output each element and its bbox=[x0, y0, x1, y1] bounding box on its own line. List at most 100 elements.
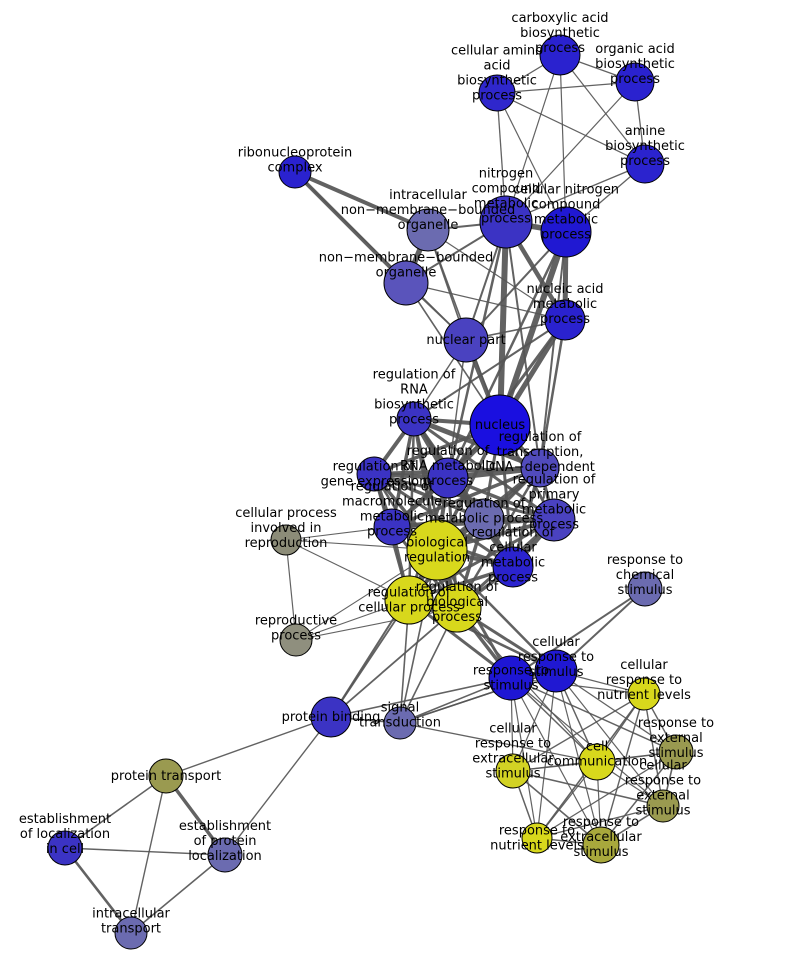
network-node[interactable] bbox=[539, 34, 581, 76]
network-edge bbox=[505, 221, 541, 469]
network-edge bbox=[330, 607, 458, 718]
network-node[interactable] bbox=[521, 822, 553, 854]
network-node-label: regulation of biological process bbox=[416, 580, 499, 625]
network-node[interactable] bbox=[47, 830, 83, 866]
network-node-label: regulation of RNA metabolic process bbox=[400, 444, 496, 489]
network-node-label: regulation of metabolic process bbox=[425, 496, 544, 526]
network-edge bbox=[496, 92, 567, 233]
network-node-label: nuclear part bbox=[426, 333, 505, 348]
network-node-label: cell communication bbox=[547, 739, 648, 769]
network-node-label: carboxylic acid biosynthetic process bbox=[511, 11, 608, 56]
network-node-label: signal transduction bbox=[359, 700, 441, 730]
network-node[interactable] bbox=[406, 519, 468, 581]
network-edge bbox=[447, 339, 467, 479]
network-node-label: protein transport bbox=[111, 769, 221, 784]
network-node[interactable] bbox=[658, 734, 694, 770]
network-node-label: nucleus bbox=[475, 418, 525, 433]
network-edge bbox=[496, 92, 646, 165]
network-node-label: reproductive process bbox=[255, 613, 337, 643]
network-node[interactable] bbox=[479, 195, 533, 249]
network-edge bbox=[405, 282, 566, 321]
network-node[interactable] bbox=[627, 571, 663, 607]
network-node-label: response to nutrient levels bbox=[490, 823, 584, 853]
network-node[interactable] bbox=[406, 208, 450, 252]
network-node[interactable] bbox=[469, 394, 531, 456]
network-node[interactable] bbox=[615, 62, 655, 102]
network-edge bbox=[555, 670, 664, 807]
network-edge bbox=[510, 677, 677, 753]
nodes-layer[interactable] bbox=[47, 34, 694, 950]
network-node[interactable] bbox=[578, 743, 616, 781]
network-node[interactable] bbox=[207, 837, 243, 873]
network-node-label: intracellular non−membrane−bounded organel… bbox=[341, 188, 516, 233]
network-node[interactable] bbox=[492, 546, 534, 588]
network-edge bbox=[536, 670, 557, 839]
network-edge bbox=[285, 539, 297, 641]
network-node[interactable] bbox=[383, 260, 429, 306]
network-node-label: cellular response to stimulus bbox=[518, 635, 594, 680]
network-edge bbox=[536, 751, 677, 839]
network-edge bbox=[512, 693, 645, 772]
network-edge bbox=[64, 775, 167, 849]
network-node[interactable] bbox=[270, 524, 302, 556]
network-edge bbox=[555, 670, 677, 753]
network-node[interactable] bbox=[544, 299, 586, 341]
network-node[interactable] bbox=[443, 317, 489, 363]
network-edge bbox=[512, 770, 602, 846]
network-node[interactable] bbox=[148, 758, 184, 794]
network-edge bbox=[559, 54, 567, 233]
network-node[interactable] bbox=[627, 677, 661, 711]
network-edge bbox=[391, 466, 541, 529]
network-edge bbox=[536, 805, 664, 839]
network-node-label: protein binding bbox=[282, 710, 381, 725]
network-node-label: cellular response to extracellular stimulus bbox=[472, 721, 554, 781]
network-edge bbox=[510, 588, 646, 679]
network-node[interactable] bbox=[488, 655, 534, 701]
network-node[interactable] bbox=[383, 706, 417, 740]
network-node-label: organic acid biosynthetic process bbox=[595, 42, 675, 87]
network-node-label: regulation of cellular process bbox=[358, 585, 460, 615]
network-node[interactable] bbox=[373, 508, 411, 546]
network-node[interactable] bbox=[279, 623, 313, 657]
network-node[interactable] bbox=[356, 456, 392, 492]
network-edge bbox=[224, 716, 332, 856]
network-node[interactable] bbox=[540, 206, 592, 258]
network-node[interactable] bbox=[384, 575, 434, 625]
network-node-label: biological regulation bbox=[404, 535, 470, 565]
network-node-label: intracellular transport bbox=[92, 906, 170, 936]
network-node[interactable] bbox=[432, 583, 482, 633]
network-node[interactable] bbox=[520, 448, 560, 488]
network-node-label: regulation of gene expression bbox=[321, 459, 428, 489]
network-edge bbox=[64, 847, 226, 856]
network-node[interactable] bbox=[278, 155, 312, 189]
network-node-label: regulation of primary metabolic process bbox=[513, 472, 596, 532]
network-node[interactable] bbox=[396, 401, 432, 437]
network-edge bbox=[63, 847, 133, 934]
network-node[interactable] bbox=[495, 753, 531, 789]
network-edge bbox=[559, 54, 646, 165]
network-edge bbox=[165, 716, 332, 777]
network-node[interactable] bbox=[478, 74, 516, 112]
network-node[interactable] bbox=[625, 144, 665, 184]
network-node[interactable] bbox=[427, 457, 469, 499]
network-node[interactable] bbox=[582, 826, 620, 864]
network-node[interactable] bbox=[310, 696, 352, 738]
network-node-label: non−membrane−bounded organelle bbox=[319, 250, 494, 280]
network-node[interactable] bbox=[532, 498, 576, 542]
network-node-label: nucleic acid metabolic process bbox=[526, 282, 603, 327]
network-node[interactable] bbox=[114, 916, 148, 950]
network-node[interactable] bbox=[646, 789, 680, 823]
network-edge bbox=[505, 54, 561, 223]
network-node-label: establishment of protein localization bbox=[179, 819, 271, 864]
network-node[interactable] bbox=[463, 498, 505, 540]
network-node-label: regulation of transcription, DNA−dependent bbox=[485, 430, 595, 475]
network-node-label: cellular response to external stimulus bbox=[625, 758, 701, 818]
network-edge bbox=[538, 319, 567, 469]
network-edge bbox=[330, 677, 512, 718]
network-edge bbox=[496, 81, 636, 94]
network-edge bbox=[294, 170, 429, 232]
network-edge bbox=[539, 231, 567, 469]
network-node[interactable] bbox=[534, 649, 578, 693]
